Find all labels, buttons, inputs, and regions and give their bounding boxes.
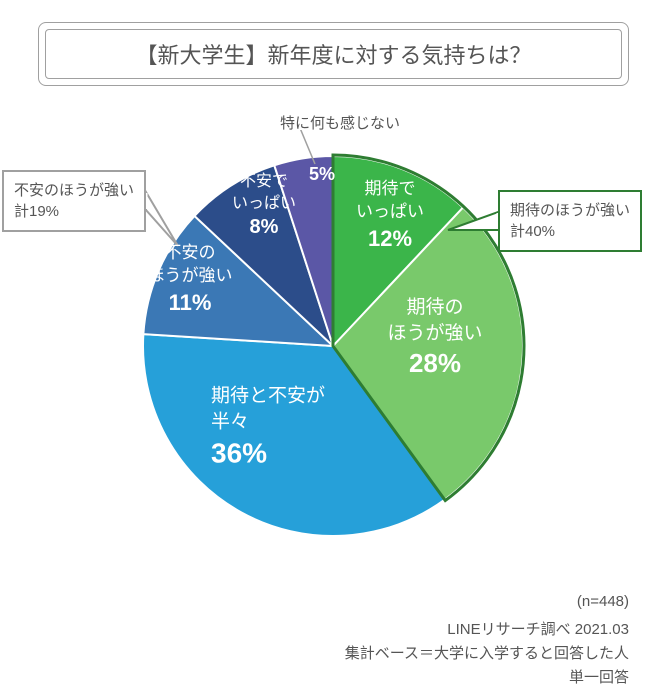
slice-label-nothing: 5% [309,162,335,186]
footer-n: (n=448) [577,590,629,614]
footer-source: LINEリサーチ調べ 2021.03集計ベース＝大学に入学すると回答した人単一回… [345,618,629,690]
slice-label-expect_more: 期待のほうが強い28% [387,295,482,381]
slice-label-worry_full: 不安でいっぱい8% [232,171,296,241]
callout-worry_sum: 不安のほうが強い計19% [2,170,146,232]
outer-label-nothing: 特に何も感じない [280,112,400,133]
slice-label-half: 期待と不安が半々36% [211,383,325,472]
title-container: 【新大学生】新年度に対する気持ちは？ [38,22,629,86]
pie-chart: 期待でいっぱい12% 期待のほうが強い28% 期待と不安が半々36% 不安のほうが強い… [0,130,667,600]
callout-expect_sum: 期待のほうが強い計40% [498,190,642,252]
slice-label-expect_full: 期待でいっぱい12% [356,178,424,254]
slice-label-worry_more: 不安のほうが強い11% [148,242,233,318]
callout-tail-worry_sum [146,192,178,246]
page-title: 【新大学生】新年度に対する気持ちは？ [45,29,622,79]
